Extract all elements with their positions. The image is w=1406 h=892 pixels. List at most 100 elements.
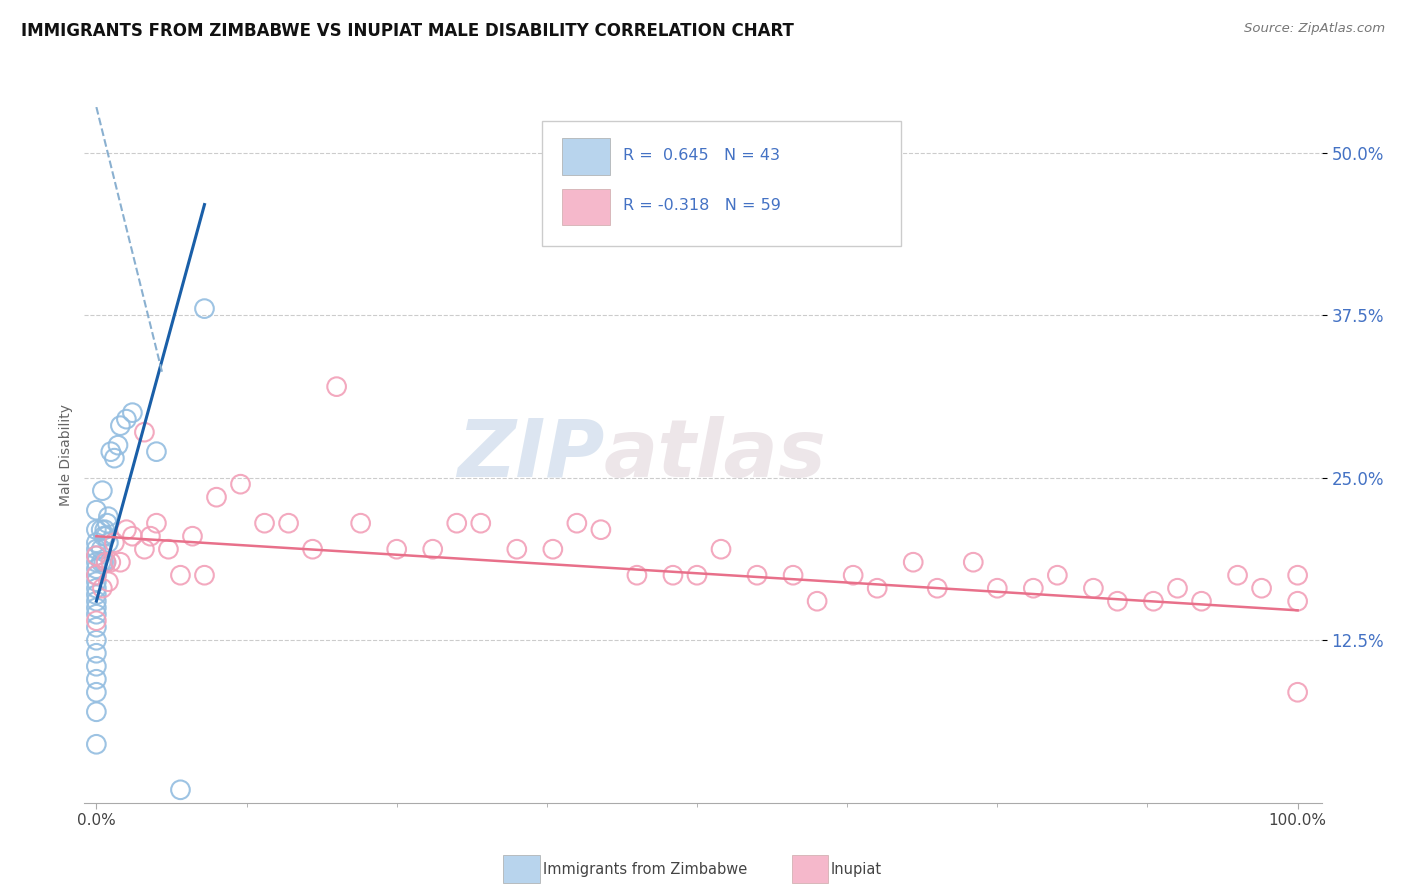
Point [91, 483, 114, 498]
Point [181, 529, 204, 543]
Text: R =  0.645   N = 43: R = 0.645 N = 43 [623, 148, 779, 163]
Point [134, 542, 156, 557]
Point [86, 614, 108, 628]
Point [97, 574, 120, 589]
Point [86, 542, 108, 557]
Point [986, 581, 1008, 595]
Point [1022, 581, 1045, 595]
Text: IMMIGRANTS FROM ZIMBABWE VS INUPIAT MALE DISABILITY CORRELATION CHART: IMMIGRANTS FROM ZIMBABWE VS INUPIAT MALE… [21, 22, 794, 40]
Y-axis label: Male Disability: Male Disability [59, 404, 73, 506]
Point [100, 555, 122, 569]
Point [806, 594, 828, 608]
Point [86, 555, 108, 569]
Point [93, 529, 115, 543]
FancyBboxPatch shape [562, 189, 610, 226]
Point [90, 523, 112, 537]
Point [385, 542, 408, 557]
Point [350, 516, 373, 531]
Point [103, 451, 125, 466]
Point [1083, 581, 1105, 595]
Point [91, 581, 114, 595]
Point [1142, 594, 1164, 608]
Point [90, 555, 112, 569]
Point [86, 562, 108, 576]
Text: ZIP: ZIP [457, 416, 605, 494]
Text: atlas: atlas [605, 416, 827, 494]
Point [193, 301, 215, 316]
Text: R = -0.318   N = 59: R = -0.318 N = 59 [623, 198, 780, 213]
Point [86, 685, 108, 699]
Point [97, 535, 120, 549]
Point [86, 523, 108, 537]
Point [301, 542, 323, 557]
Point [110, 418, 132, 433]
Point [506, 542, 529, 557]
Point [86, 737, 108, 751]
Point [94, 529, 117, 543]
FancyBboxPatch shape [562, 138, 610, 175]
Point [842, 568, 865, 582]
Point [121, 406, 143, 420]
Point [927, 581, 949, 595]
Point [86, 659, 108, 673]
FancyBboxPatch shape [543, 121, 901, 246]
Point [86, 568, 108, 582]
Point [422, 542, 444, 557]
Point [115, 523, 138, 537]
Point [277, 516, 299, 531]
Point [686, 568, 709, 582]
Point [541, 542, 564, 557]
Point [157, 542, 180, 557]
Point [86, 549, 108, 563]
Point [86, 600, 108, 615]
Point [86, 588, 108, 602]
Point [662, 568, 685, 582]
Point [565, 516, 588, 531]
Point [903, 555, 925, 569]
Point [205, 490, 228, 504]
Point [866, 581, 889, 595]
Point [589, 523, 612, 537]
Point [86, 568, 108, 582]
Point [86, 620, 108, 634]
Text: Inupiat: Inupiat [831, 863, 882, 877]
Point [86, 607, 108, 622]
Point [325, 379, 347, 393]
Point [145, 516, 167, 531]
Point [745, 568, 768, 582]
Point [626, 568, 648, 582]
Point [1286, 685, 1309, 699]
Point [86, 549, 108, 563]
Point [193, 568, 215, 582]
Point [139, 529, 162, 543]
Point [90, 542, 112, 557]
Point [1250, 581, 1272, 595]
Point [115, 412, 138, 426]
Point [782, 568, 804, 582]
Point [1286, 594, 1309, 608]
Point [169, 568, 191, 582]
Point [121, 529, 143, 543]
Point [145, 444, 167, 458]
Point [1191, 594, 1213, 608]
Point [253, 516, 276, 531]
Point [1226, 568, 1249, 582]
Point [94, 555, 117, 569]
Point [94, 555, 117, 569]
Point [86, 574, 108, 589]
Point [86, 633, 108, 648]
Point [86, 672, 108, 686]
Point [1046, 568, 1069, 582]
Point [229, 477, 252, 491]
Point [86, 581, 108, 595]
Text: Source: ZipAtlas.com: Source: ZipAtlas.com [1244, 22, 1385, 36]
Point [1286, 568, 1309, 582]
Point [86, 646, 108, 660]
Point [470, 516, 492, 531]
Point [86, 503, 108, 517]
Point [107, 438, 129, 452]
Point [1166, 581, 1188, 595]
Point [110, 555, 132, 569]
Point [86, 705, 108, 719]
Point [1107, 594, 1129, 608]
